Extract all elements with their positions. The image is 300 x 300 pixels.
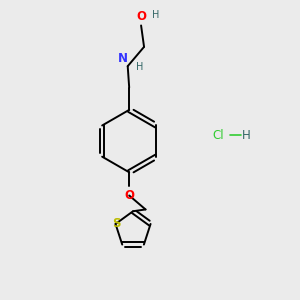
Text: H: H [152,10,160,20]
Text: Cl: Cl [212,129,224,142]
Text: H: H [136,62,143,72]
Text: O: O [136,10,146,23]
Text: O: O [124,189,134,202]
Text: H: H [242,129,251,142]
Text: N: N [118,52,128,65]
Text: S: S [112,218,120,230]
